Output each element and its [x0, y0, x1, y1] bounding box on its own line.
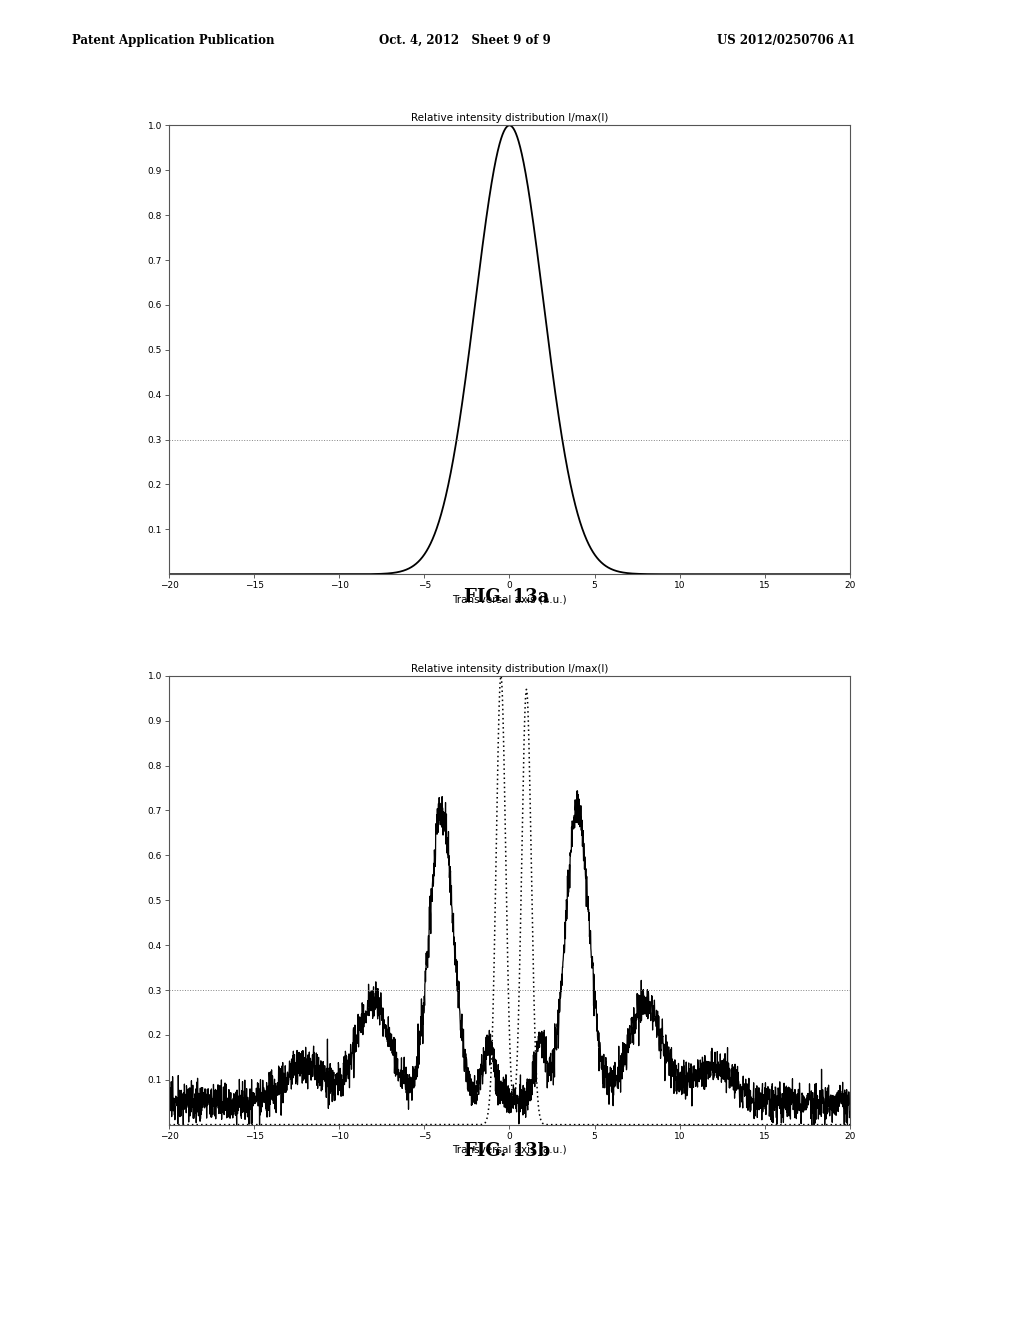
X-axis label: Transversal axis (a.u.): Transversal axis (a.u.) — [453, 594, 566, 605]
Text: US 2012/0250706 A1: US 2012/0250706 A1 — [717, 33, 855, 46]
Text: Patent Application Publication: Patent Application Publication — [72, 33, 274, 46]
Title: Relative intensity distribution I/max(I): Relative intensity distribution I/max(I) — [411, 114, 608, 123]
X-axis label: Transversal axis (a.u.): Transversal axis (a.u.) — [453, 1144, 566, 1155]
Title: Relative intensity distribution I/max(I): Relative intensity distribution I/max(I) — [411, 664, 608, 673]
Text: FIG. 13b: FIG. 13b — [464, 1142, 550, 1160]
Text: Oct. 4, 2012   Sheet 9 of 9: Oct. 4, 2012 Sheet 9 of 9 — [379, 33, 551, 46]
Text: FIG. 13a: FIG. 13a — [464, 587, 550, 606]
